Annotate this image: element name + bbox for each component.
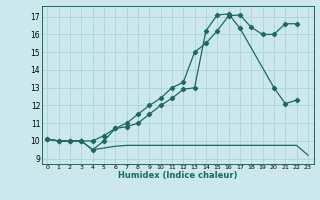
X-axis label: Humidex (Indice chaleur): Humidex (Indice chaleur) [118, 171, 237, 180]
